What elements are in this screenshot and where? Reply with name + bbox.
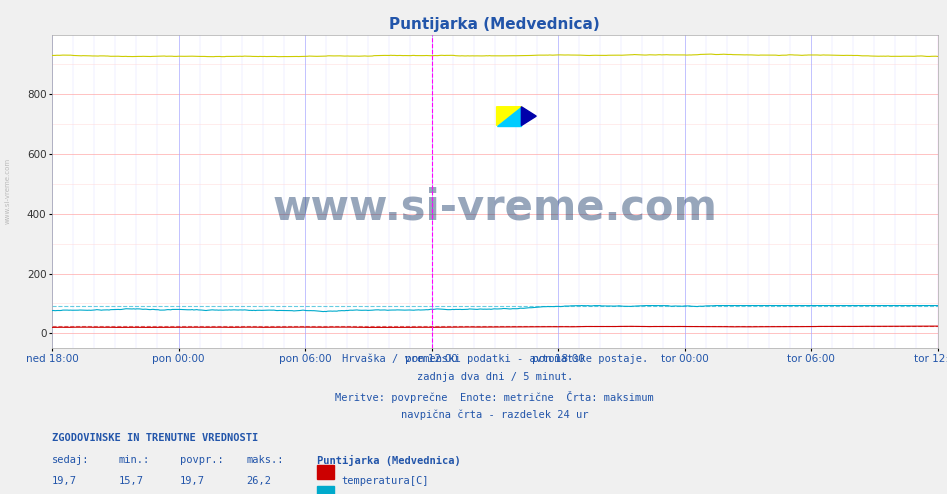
- Text: zadnja dva dni / 5 minut.: zadnja dva dni / 5 minut.: [417, 372, 573, 382]
- Polygon shape: [522, 107, 536, 125]
- Text: ZGODOVINSKE IN TRENUTNE VREDNOSTI: ZGODOVINSKE IN TRENUTNE VREDNOSTI: [52, 433, 259, 443]
- Text: povpr.:: povpr.:: [180, 455, 223, 465]
- Text: maks.:: maks.:: [246, 455, 284, 465]
- Text: temperatura[C]: temperatura[C]: [342, 476, 429, 486]
- Text: 15,7: 15,7: [118, 476, 143, 486]
- Polygon shape: [496, 107, 522, 125]
- Text: 19,7: 19,7: [52, 476, 77, 486]
- Text: 19,7: 19,7: [180, 476, 205, 486]
- Text: www.si-vreme.com: www.si-vreme.com: [273, 186, 717, 228]
- Text: www.si-vreme.com: www.si-vreme.com: [5, 159, 10, 224]
- Title: Puntijarka (Medvednica): Puntijarka (Medvednica): [389, 17, 600, 32]
- Text: navpična črta - razdelek 24 ur: navpična črta - razdelek 24 ur: [402, 410, 588, 420]
- Text: 26,2: 26,2: [246, 476, 271, 486]
- Polygon shape: [496, 107, 522, 125]
- Text: Meritve: povprečne  Enote: metrične  Črta: maksimum: Meritve: povprečne Enote: metrične Črta:…: [335, 391, 654, 403]
- Text: Hrvaška / vremenski podatki - avtomatske postaje.: Hrvaška / vremenski podatki - avtomatske…: [342, 353, 648, 364]
- Text: Puntijarka (Medvednica): Puntijarka (Medvednica): [317, 455, 461, 466]
- Text: min.:: min.:: [118, 455, 150, 465]
- Text: sedaj:: sedaj:: [52, 455, 90, 465]
